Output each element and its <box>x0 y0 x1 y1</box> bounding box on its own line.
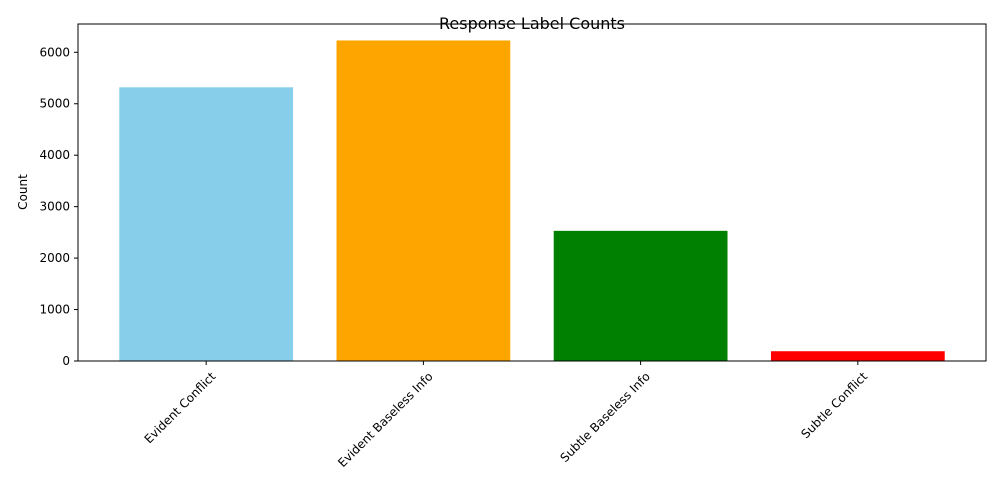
y-tick-label: 5000 <box>39 97 70 111</box>
y-tick-label: 3000 <box>39 200 70 214</box>
bar-evident-baseless-info <box>336 40 511 362</box>
x-tick-label: Evident Baseless Info <box>335 369 435 469</box>
y-tick-label: 0 <box>62 354 70 368</box>
y-axis: 0 1000 2000 3000 4000 5000 6000 <box>39 45 78 368</box>
y-tick-label: 2000 <box>39 251 70 265</box>
bar-subtle-baseless-info <box>553 230 728 361</box>
bar-evident-conflict <box>119 87 294 361</box>
y-tick-label: 6000 <box>39 45 70 59</box>
x-axis: Evident Conflict Evident Baseless Info Sub… <box>142 361 870 470</box>
bar-subtle-conflict <box>770 351 945 361</box>
y-axis-label: Count <box>16 174 30 210</box>
x-tick-label: Subtle Baseless Info <box>557 369 652 464</box>
y-tick-label: 4000 <box>39 148 70 162</box>
bars-layer <box>119 40 945 362</box>
plot-frame <box>77 23 987 362</box>
y-tick-label: 1000 <box>39 303 70 317</box>
x-tick-label: Evident Conflict <box>142 369 219 446</box>
x-tick-label: Subtle Conflict <box>798 369 870 441</box>
